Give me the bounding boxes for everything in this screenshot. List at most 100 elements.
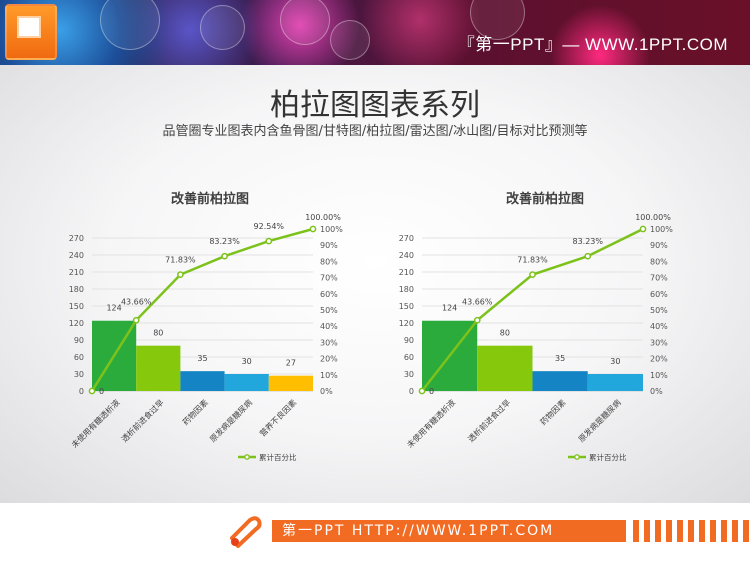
cumulative-point	[265, 237, 273, 245]
cumulative-label: 71.83%	[165, 256, 196, 265]
y-right-tick: 0%	[650, 387, 663, 396]
y-left-tick: 60	[74, 353, 84, 362]
bar	[268, 375, 313, 391]
y-left-tick: 90	[404, 336, 414, 345]
footer-stripe	[732, 520, 738, 542]
y-left-tick: 150	[399, 302, 414, 311]
y-left-tick: 120	[399, 319, 414, 328]
cumulative-point	[177, 271, 184, 278]
y-right-tick: 90%	[650, 241, 668, 250]
y-right-tick: 80%	[650, 257, 668, 266]
y-left-tick: 150	[69, 302, 84, 311]
y-right-tick: 50%	[650, 306, 668, 315]
y-left-tick: 270	[69, 234, 84, 243]
y-right-tick: 100%	[650, 225, 673, 234]
cumulative-label: 83.23%	[209, 237, 240, 246]
y-left-tick: 30	[404, 370, 414, 379]
footer-stripe	[743, 520, 749, 542]
bar-value-label: 80	[153, 329, 163, 338]
y-left-tick: 0	[79, 387, 84, 396]
bar	[224, 374, 269, 391]
cumulative-label: 100.00%	[635, 213, 671, 222]
cumulative-point	[639, 225, 647, 233]
category-label: 药物因素	[180, 397, 210, 427]
legend-marker-icon	[244, 454, 250, 460]
category-label: 透析前进食过早	[466, 397, 513, 444]
footer-stripe	[688, 520, 694, 542]
y-right-tick: 40%	[650, 322, 668, 331]
bar	[587, 374, 643, 391]
y-right-tick: 100%	[320, 225, 343, 234]
bar-value-label: 35	[555, 354, 565, 363]
cumulative-point	[584, 252, 592, 260]
y-left-tick: 120	[69, 319, 84, 328]
bar	[532, 371, 588, 391]
y-left-tick: 210	[399, 268, 414, 277]
footer-stripe	[633, 520, 639, 542]
cumulative-label: 0	[429, 387, 434, 396]
y-right-tick: 60%	[650, 290, 668, 299]
cumulative-point	[88, 387, 96, 395]
legend-label: 累计百分比	[259, 452, 297, 462]
bar-value-label: 30	[610, 357, 620, 366]
category-label: 原发病是糖尿病	[207, 397, 254, 444]
cumulative-point	[418, 387, 426, 395]
bar-value-label: 35	[197, 354, 207, 363]
footer-stripe	[721, 520, 727, 542]
footer-stripe	[644, 520, 650, 542]
banner-text: 『第一PPT』— WWW.1PPT.COM	[457, 35, 728, 54]
legend-marker-icon	[574, 454, 580, 460]
cumulative-label: 100.00%	[305, 213, 341, 222]
category-label: 原发病是糖尿病	[576, 397, 623, 444]
cumulative-label: 43.66%	[121, 297, 152, 306]
footer-stripe	[677, 520, 683, 542]
bar-value-label: 27	[286, 359, 296, 368]
y-right-tick: 80%	[320, 257, 338, 266]
footer-stripe	[655, 520, 661, 542]
y-left-tick: 180	[399, 285, 414, 294]
y-right-tick: 90%	[320, 241, 338, 250]
cumulative-label: 83.23%	[572, 237, 603, 246]
cumulative-line	[90, 227, 314, 392]
bar	[136, 345, 181, 391]
cumulative-label: 92.54%	[254, 222, 285, 231]
y-right-tick: 70%	[320, 274, 338, 283]
y-right-tick: 30%	[320, 338, 338, 347]
bar-value-label: 80	[500, 329, 510, 338]
pencil-icon	[230, 516, 262, 548]
legend-label: 累计百分比	[589, 452, 627, 462]
powerpoint-icon	[5, 4, 57, 60]
y-right-tick: 30%	[650, 338, 668, 347]
y-right-tick: 10%	[650, 371, 668, 380]
cumulative-point	[473, 316, 481, 324]
content-background	[0, 65, 750, 503]
chart-title: 改善前柏拉图	[506, 191, 584, 207]
y-left-tick: 180	[69, 285, 84, 294]
bar-value-label: 124	[106, 304, 121, 313]
y-left-tick: 210	[69, 268, 84, 277]
y-right-tick: 70%	[650, 274, 668, 283]
header-banner: 『第一PPT』— WWW.1PPT.COM	[0, 0, 750, 65]
y-right-tick: 20%	[320, 355, 338, 364]
cumulative-label: 43.66%	[462, 297, 493, 306]
page-title: 柏拉图图表系列	[270, 89, 480, 122]
y-left-tick: 0	[409, 387, 414, 396]
cumulative-label: 0	[99, 387, 104, 396]
footer-url-bar: 第一PPT HTTP://WWW.1PPT.COM	[272, 520, 626, 542]
cumulative-point	[529, 271, 536, 278]
cumulative-point	[132, 316, 140, 324]
cumulative-point	[221, 252, 228, 260]
bar-value-label: 124	[442, 304, 457, 313]
cumulative-label: 71.83%	[517, 256, 548, 265]
chart-title: 改善前柏拉图	[171, 191, 249, 207]
y-right-tick: 0%	[320, 387, 333, 396]
y-right-tick: 50%	[320, 306, 338, 315]
category-label: 透析前进食过早	[119, 397, 166, 444]
category-label: 药物因素	[538, 397, 568, 427]
y-left-tick: 90	[74, 336, 84, 345]
bar	[477, 345, 533, 391]
footer-stripe	[710, 520, 716, 542]
y-left-tick: 240	[399, 251, 414, 260]
y-left-tick: 240	[69, 251, 84, 260]
